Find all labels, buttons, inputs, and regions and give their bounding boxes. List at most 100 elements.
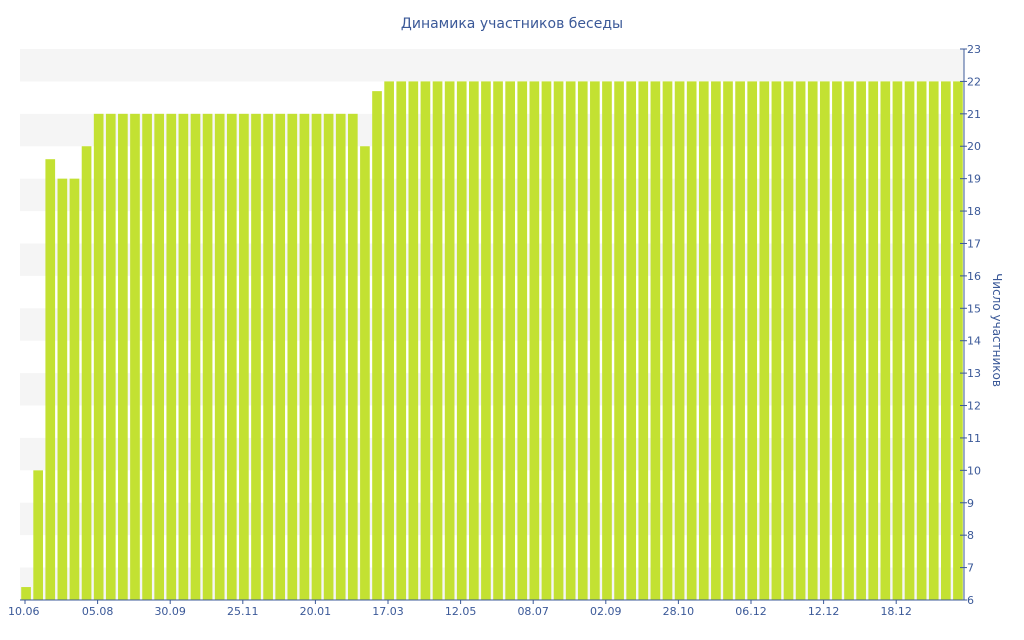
- grid-band: [20, 113, 964, 147]
- bar[interactable]: [686, 81, 697, 600]
- x-tick-label: 20.01: [300, 605, 332, 618]
- bar[interactable]: [323, 113, 334, 600]
- y-tick-label: 11: [967, 432, 981, 445]
- y-axis: 6 7 8 9 10 11 12 13 14 15 16 17 18 19 20 21 22 23: [960, 43, 981, 607]
- bar[interactable]: [372, 91, 382, 600]
- bar[interactable]: [505, 81, 515, 600]
- bar[interactable]: [614, 81, 624, 600]
- bar[interactable]: [93, 113, 104, 600]
- bar[interactable]: [275, 113, 286, 600]
- bar[interactable]: [892, 81, 903, 600]
- bar[interactable]: [928, 81, 939, 600]
- bar[interactable]: [287, 113, 298, 600]
- x-tick-label: 12.12: [808, 605, 840, 618]
- bar[interactable]: [251, 113, 261, 600]
- bar[interactable]: [916, 81, 927, 600]
- bar[interactable]: [214, 113, 225, 600]
- bar[interactable]: [832, 81, 842, 600]
- bar[interactable]: [807, 81, 818, 600]
- bar[interactable]: [783, 81, 794, 600]
- bar[interactable]: [456, 81, 467, 600]
- bar[interactable]: [408, 81, 419, 600]
- bar[interactable]: [904, 81, 915, 600]
- bar[interactable]: [263, 113, 273, 600]
- bar[interactable]: [953, 81, 963, 600]
- bar[interactable]: [868, 81, 879, 600]
- bar[interactable]: [154, 113, 165, 600]
- bar[interactable]: [347, 113, 358, 600]
- bar[interactable]: [662, 81, 673, 600]
- bar[interactable]: [396, 81, 407, 600]
- bar[interactable]: [299, 113, 310, 600]
- x-tick-label: 25.11: [227, 605, 259, 618]
- bar[interactable]: [239, 113, 249, 600]
- bar[interactable]: [541, 81, 552, 600]
- x-tick-label: 17.03: [372, 605, 404, 618]
- bar[interactable]: [190, 113, 201, 600]
- bar[interactable]: [723, 81, 733, 600]
- bar[interactable]: [469, 81, 479, 600]
- bar[interactable]: [880, 81, 891, 600]
- bar[interactable]: [166, 113, 177, 600]
- bar[interactable]: [493, 81, 503, 600]
- x-tick-label: 30.09: [154, 605, 186, 618]
- bar[interactable]: [698, 81, 709, 600]
- bar[interactable]: [432, 81, 443, 600]
- chart-title: Динамика участников беседы: [401, 16, 623, 32]
- bar[interactable]: [360, 146, 370, 601]
- bar[interactable]: [590, 81, 600, 600]
- y-tick-label: 17: [967, 237, 981, 250]
- bar[interactable]: [529, 81, 540, 600]
- bar[interactable]: [941, 81, 951, 600]
- grid-band: [20, 49, 964, 82]
- bar[interactable]: [517, 81, 528, 600]
- bar[interactable]: [178, 113, 189, 600]
- bar[interactable]: [481, 81, 491, 600]
- bar[interactable]: [105, 113, 116, 600]
- bar[interactable]: [33, 470, 43, 600]
- bar[interactable]: [602, 81, 612, 600]
- bar[interactable]: [420, 81, 431, 600]
- grid-band: [20, 308, 964, 341]
- bar[interactable]: [81, 146, 92, 601]
- bar[interactable]: [650, 81, 661, 600]
- bar[interactable]: [69, 178, 80, 600]
- bar[interactable]: [577, 81, 588, 600]
- bar[interactable]: [638, 81, 649, 600]
- bar[interactable]: [45, 159, 56, 600]
- bar[interactable]: [444, 81, 455, 600]
- bar[interactable]: [335, 113, 346, 600]
- bar[interactable]: [711, 81, 721, 600]
- bar[interactable]: [844, 81, 854, 600]
- bar[interactable]: [202, 113, 213, 600]
- y-tick-label: 22: [967, 75, 981, 88]
- grid-band: [20, 373, 964, 406]
- y-tick-label: 10: [967, 464, 981, 477]
- bars-group: [21, 81, 963, 601]
- grid-bands: [20, 49, 964, 600]
- bar[interactable]: [735, 81, 745, 600]
- bar[interactable]: [626, 81, 637, 600]
- y-tick-label: 21: [967, 108, 981, 121]
- y-axis-label: Число участников: [990, 273, 1004, 387]
- bar[interactable]: [226, 113, 237, 600]
- y-tick-label: 20: [967, 140, 981, 153]
- bar[interactable]: [553, 81, 564, 600]
- bar[interactable]: [819, 81, 830, 600]
- bar[interactable]: [118, 113, 128, 600]
- x-tick-label: 02.09: [590, 605, 622, 618]
- bar[interactable]: [759, 81, 770, 600]
- bar[interactable]: [311, 113, 322, 600]
- bar[interactable]: [57, 178, 68, 600]
- bar[interactable]: [856, 81, 866, 600]
- bar[interactable]: [384, 81, 394, 600]
- bar[interactable]: [674, 81, 685, 600]
- bar[interactable]: [795, 81, 806, 600]
- y-tick-label: 14: [967, 335, 981, 348]
- bar[interactable]: [142, 113, 152, 600]
- bar[interactable]: [771, 81, 782, 600]
- bar[interactable]: [747, 81, 758, 600]
- bar[interactable]: [130, 113, 140, 600]
- bar[interactable]: [565, 81, 576, 600]
- bar[interactable]: [21, 587, 31, 600]
